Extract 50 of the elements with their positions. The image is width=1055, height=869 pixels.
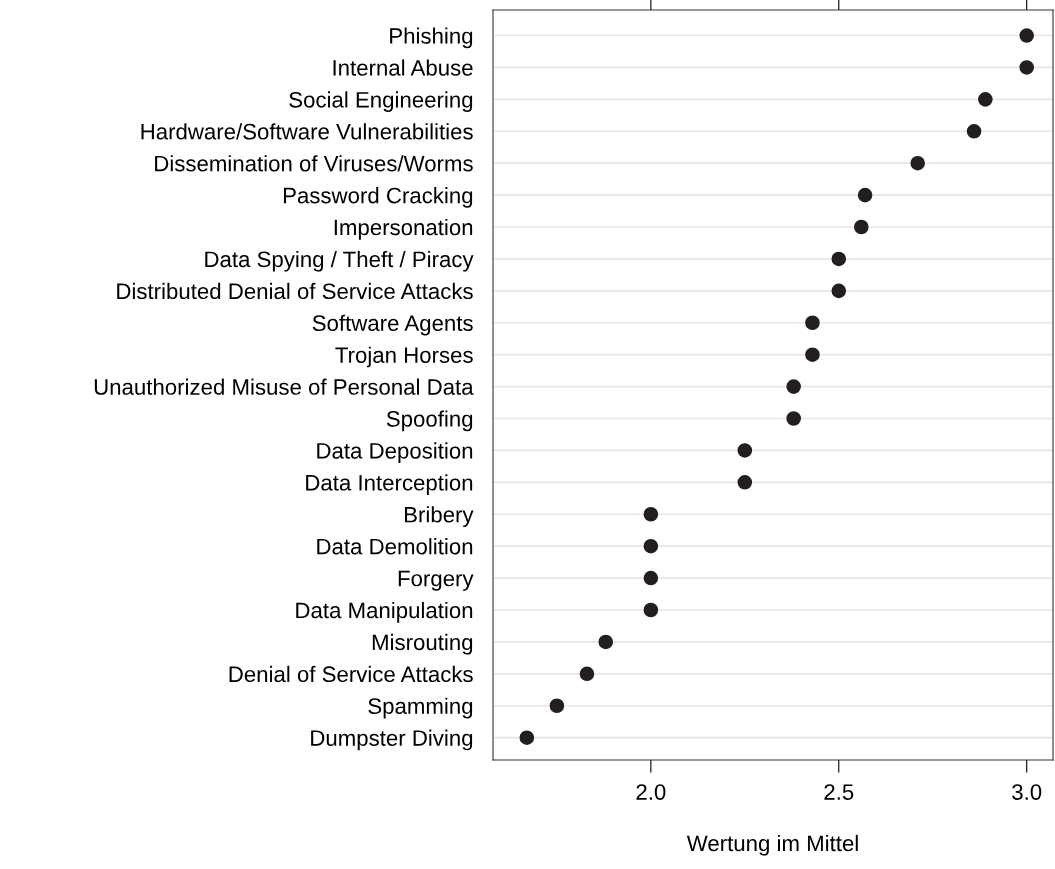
point	[805, 347, 820, 362]
y-tick-label: Misrouting	[372, 633, 473, 655]
y-tick-label: Denial of Service Attacks	[229, 665, 473, 683]
point	[643, 570, 659, 586]
y-tick-label: Spoofing	[386, 410, 473, 432]
x-axis-title: Wertung im Mittel	[686, 834, 858, 856]
point	[549, 698, 565, 714]
point	[831, 283, 847, 299]
point	[737, 475, 753, 490]
point	[857, 187, 873, 203]
y-tick-label: Forgery	[398, 570, 474, 591]
point	[1019, 60, 1034, 75]
point	[786, 411, 801, 426]
y-tick-label: Bribery	[404, 506, 474, 527]
point	[978, 92, 993, 107]
y-tick-label: Spamming	[368, 697, 473, 719]
x-tick-label: 2.0	[636, 784, 666, 800]
y-tick-label: Data Interception	[306, 474, 473, 495]
y-tick-label: Software Agents	[312, 314, 473, 336]
point	[519, 730, 535, 745]
y-tick-label: Dumpster Diving	[311, 729, 473, 751]
point	[910, 155, 925, 171]
point	[643, 602, 659, 618]
point	[786, 379, 801, 394]
point	[854, 219, 869, 235]
point	[579, 666, 595, 682]
y-tick-label: Social Engineering	[289, 91, 473, 113]
y-tick-label: Phishing	[390, 27, 473, 49]
y-tick-label: Data Spying / Theft / Piracy	[205, 250, 474, 272]
y-tick-label: Distributed Denial of Service Attacks	[117, 282, 473, 300]
y-tick-label: Password Cracking	[283, 187, 473, 208]
x-tick-label: 2.5	[824, 784, 854, 800]
point	[966, 123, 982, 139]
y-tick-label: Hardware/Software Vulnerabilities	[141, 123, 473, 140]
x-tick-label: 3.0	[1012, 784, 1042, 800]
point	[643, 538, 659, 554]
y-tick-label: Data Deposition	[317, 442, 473, 464]
point	[737, 443, 753, 458]
y-tick-label: Data Demolition	[317, 538, 473, 555]
y-tick-label: Dissemination of Viruses/Worms	[155, 155, 473, 172]
y-tick-label: Data Manipulation	[296, 601, 473, 623]
point	[643, 506, 659, 522]
point	[805, 315, 820, 331]
point	[598, 634, 614, 650]
y-tick-label: Impersonation	[334, 218, 473, 240]
y-tick-label: Trojan Horses	[335, 346, 473, 368]
y-tick-label: Unauthorized Misuse of Personal Data	[94, 378, 474, 395]
point	[1019, 28, 1034, 43]
point	[831, 251, 847, 267]
y-tick-label: Internal Abuse	[333, 59, 473, 76]
